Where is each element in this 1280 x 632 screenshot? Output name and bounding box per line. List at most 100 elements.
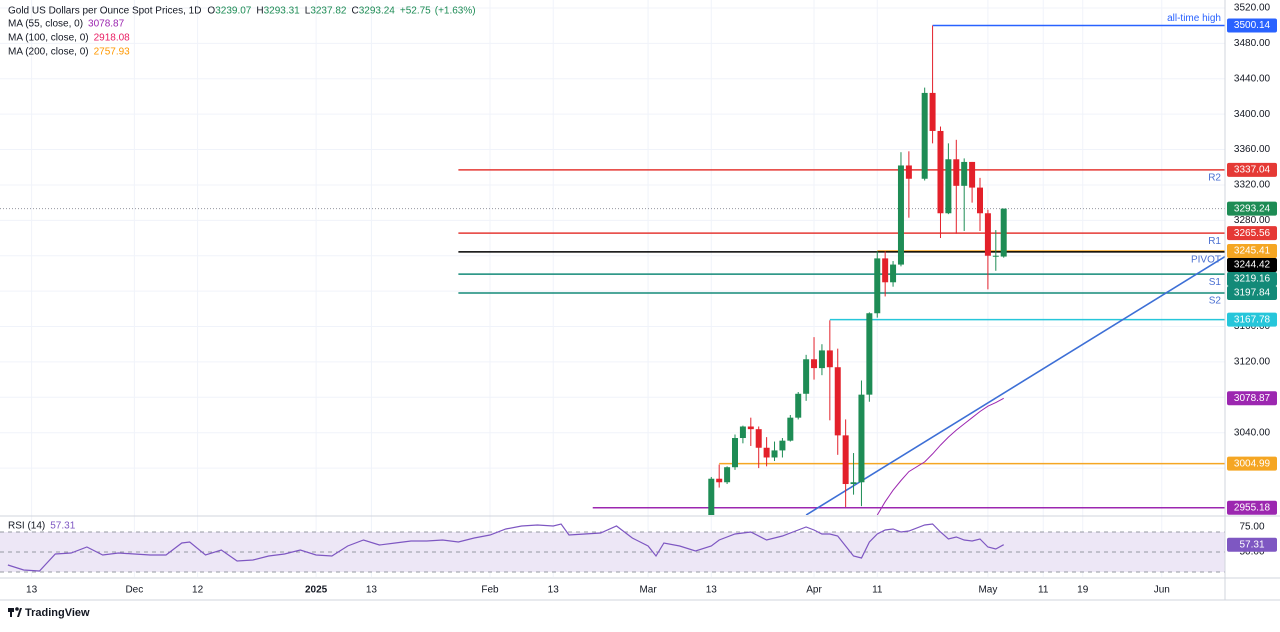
grid <box>0 0 1225 577</box>
x-tick-label: 11 <box>1038 585 1049 596</box>
level-label: all-time high <box>1167 13 1221 24</box>
candle-body <box>882 258 889 283</box>
y-tick-label: 3040.00 <box>1234 427 1271 438</box>
candle-body <box>771 450 778 458</box>
price-badge-label: 3219.16 <box>1234 274 1271 285</box>
change-value: +52.75 <box>400 6 431 17</box>
y-tick-label: 3160.00 <box>1234 321 1271 332</box>
candle-body <box>787 417 794 441</box>
candle-body <box>937 130 944 214</box>
candle-body <box>724 467 731 483</box>
candle-body <box>834 367 841 436</box>
indicator-name: MA (55, close, 0) <box>8 19 83 30</box>
logo-mark <box>15 607 19 611</box>
price-badge <box>1227 18 1277 33</box>
rsi-value: 57.31 <box>50 521 75 532</box>
price-pane: all-time high R2 R1 PIVOT S1 S2 <box>0 13 1225 515</box>
price-badge-label: 2955.18 <box>1234 502 1271 513</box>
level-label: S1 <box>1209 277 1222 288</box>
candle-body <box>984 213 991 256</box>
candle-body <box>739 426 746 439</box>
indicator-value: 3078.87 <box>88 19 125 30</box>
y-tick-label: 3480.00 <box>1234 38 1271 49</box>
price-badge-label: 3337.04 <box>1234 165 1271 176</box>
price-badge <box>1227 243 1277 258</box>
y-tick-label: 3400.00 <box>1234 109 1271 120</box>
x-tick-label: Apr <box>806 585 822 596</box>
rsi-title: RSI (14) <box>8 521 45 532</box>
candle-body <box>747 426 754 430</box>
candle-body <box>921 92 928 179</box>
candle-body <box>890 264 897 283</box>
x-tick-label: Dec <box>125 585 143 596</box>
candle-body <box>708 478 715 515</box>
candle-body <box>858 394 865 483</box>
candle-body <box>953 159 960 186</box>
price-badge-label: 3167.78 <box>1234 314 1271 325</box>
y-tick-label: 3440.00 <box>1234 73 1271 84</box>
x-tick-label: 11 <box>872 585 883 596</box>
candle-body <box>969 161 976 188</box>
ma-line <box>876 397 1004 515</box>
candle-body <box>1000 208 1007 257</box>
ohlc-value: 3293.24 <box>359 6 396 17</box>
trend-line <box>805 255 1225 515</box>
candle-body <box>779 440 786 451</box>
indicator-value: 2757.93 <box>94 47 131 58</box>
candle-body <box>961 161 968 186</box>
ohlc-value: 3239.07 <box>215 6 252 17</box>
y-tick-label: 3120.00 <box>1234 357 1271 368</box>
rsi-band <box>0 532 1225 572</box>
x-tick-label: 13 <box>706 585 718 596</box>
ohlc-value: 3293.31 <box>264 6 301 17</box>
logo-mark <box>8 608 14 612</box>
price-badge <box>1227 226 1277 241</box>
price-badge-label: 3078.87 <box>1234 393 1271 404</box>
chart-title: Gold US Dollars per Ounce Spot Prices, 1… <box>8 6 201 17</box>
x-tick-label: 2025 <box>305 585 328 596</box>
x-tick-label: 12 <box>192 585 204 596</box>
price-badge-label: 3293.24 <box>1234 203 1271 214</box>
ohlc-value: 3237.82 <box>310 6 347 17</box>
price-badge <box>1227 312 1277 327</box>
logo: TradingView <box>8 607 90 619</box>
price-badges: 57.31 3500.14 3337.04 3293.24 3265.56 3245.41… <box>1227 18 1277 552</box>
price-badge <box>1227 271 1277 286</box>
indicator-name: MA (200, close, 0) <box>8 47 89 58</box>
candle-body <box>763 447 770 458</box>
price-badge-label: 3244.42 <box>1234 260 1271 271</box>
brand: TradingView <box>25 607 90 619</box>
candle-body <box>850 482 857 485</box>
candle-body <box>755 429 762 448</box>
candle-body <box>811 359 818 369</box>
rsi-tick-label: 50.00 <box>1239 547 1264 558</box>
candle-body <box>716 478 723 483</box>
x-tick-label: Mar <box>639 585 657 596</box>
ohlc-label: L <box>305 6 311 17</box>
price-badge-label: 3265.56 <box>1234 228 1271 239</box>
change-value: (+1.63%) <box>435 6 476 17</box>
candle-body <box>803 359 810 394</box>
rsi-badge <box>1227 537 1277 552</box>
legend: Gold US Dollars per Ounce Spot Prices, 1… <box>8 6 476 532</box>
price-badge <box>1227 162 1277 177</box>
candle-body <box>905 165 912 179</box>
rsi-line <box>7 523 1004 572</box>
y-tick-label: 3320.00 <box>1234 180 1271 191</box>
candle-body <box>732 438 738 468</box>
logo-mark <box>10 612 12 617</box>
indicator-value: 2918.08 <box>94 33 131 44</box>
price-badge <box>1227 286 1277 301</box>
candle-body <box>992 255 999 257</box>
y-tick-label: 3520.00 <box>1234 3 1271 14</box>
level-label: R1 <box>1208 236 1221 247</box>
price-badge <box>1227 500 1277 515</box>
candle-body <box>818 350 825 369</box>
price-badge-label: 3245.41 <box>1234 246 1271 257</box>
rsi-tick-label: 75.00 <box>1239 522 1264 533</box>
ohlc-label: C <box>351 6 358 17</box>
x-tick-label: Jun <box>1154 585 1170 596</box>
candle-body <box>929 92 936 131</box>
